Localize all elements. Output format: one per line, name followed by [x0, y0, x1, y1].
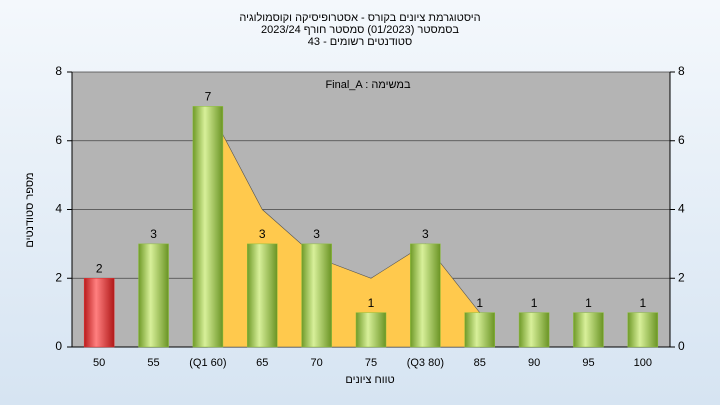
bar — [301, 243, 332, 348]
data-label: 1 — [476, 296, 483, 310]
data-label: 3 — [422, 227, 429, 241]
bar — [138, 243, 169, 348]
data-label: 1 — [585, 296, 592, 310]
data-label: 1 — [531, 296, 538, 310]
data-label: 1 — [639, 296, 646, 310]
bar — [410, 243, 441, 348]
data-label: 3 — [313, 227, 320, 241]
y2-tick-label: 8 — [678, 64, 685, 78]
chart-title: היסטוגרמת ציונים בקורס - אסטרופיסיקה וקו… — [239, 11, 480, 24]
y2-tick-label: 2 — [678, 270, 685, 284]
bar — [247, 243, 278, 348]
y-tick-label: 4 — [55, 202, 62, 216]
x-tick-label: 55 — [147, 357, 159, 369]
y-axis-label: מספר סטודנטים — [24, 172, 36, 247]
y2-tick-label: 6 — [678, 133, 685, 147]
x-tick-label: 100 — [634, 357, 652, 369]
y-tick-label: 6 — [55, 133, 62, 147]
bar — [573, 312, 604, 348]
x-tick-label: 50 — [93, 357, 105, 369]
bar — [518, 312, 550, 348]
x-tick-label: (Q1 60) — [189, 357, 226, 369]
x-tick-label: 65 — [256, 357, 268, 369]
x-tick-label: 95 — [582, 357, 594, 369]
y-tick-label: 2 — [55, 270, 62, 284]
data-label: 1 — [368, 296, 375, 310]
chart-subtitle: סטודנטים רשומים - 43 — [308, 36, 412, 48]
data-label: 7 — [205, 90, 212, 104]
x-tick-label: (Q3 80) — [407, 357, 444, 369]
y-tick-label: 8 — [55, 64, 62, 78]
annotation: Final_A : במשימה — [325, 79, 411, 91]
data-label: 2 — [96, 261, 103, 275]
bar — [83, 278, 115, 348]
x-axis-label: טווח ציונים — [345, 374, 394, 386]
y2-tick-label: 0 — [678, 339, 685, 353]
x-tick-label: 70 — [311, 357, 323, 369]
chart-subtitle: בסמסטר (01/2023) סמסטר חורף 2023/24 — [261, 24, 459, 36]
y-tick-label: 0 — [55, 339, 62, 353]
bar — [192, 106, 224, 348]
x-tick-label: 85 — [474, 357, 486, 369]
data-label: 3 — [150, 227, 157, 241]
bar — [627, 312, 659, 348]
x-tick-label: 75 — [365, 357, 377, 369]
bar — [464, 312, 495, 348]
bar — [355, 312, 387, 348]
data-label: 3 — [259, 227, 266, 241]
y2-tick-label: 4 — [678, 202, 685, 216]
x-tick-label: 90 — [528, 357, 540, 369]
